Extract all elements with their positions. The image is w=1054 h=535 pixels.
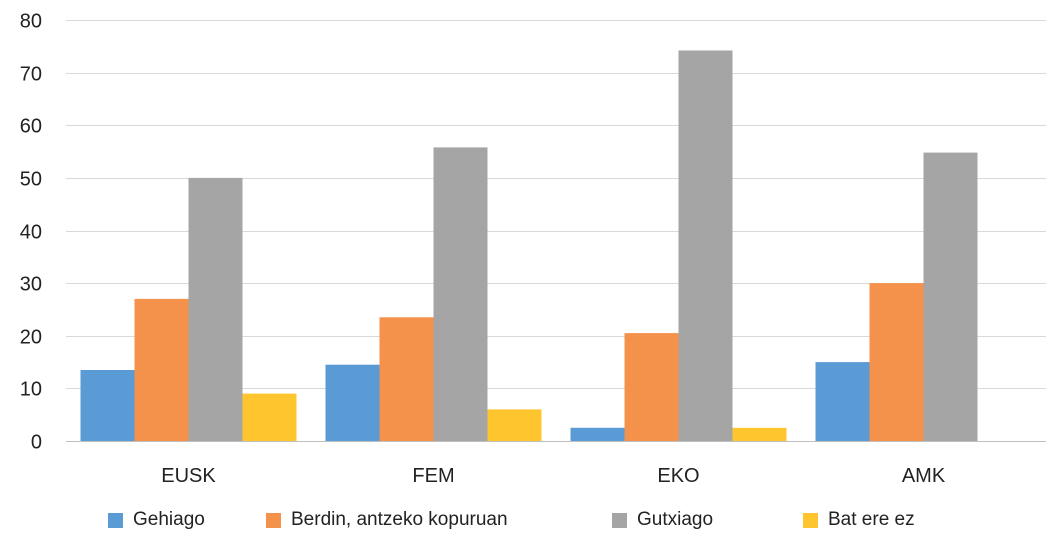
y-tick-label: 50 [20, 169, 42, 191]
legend-label-bat-ere-ez: Bat ere ez [828, 509, 915, 530]
legend: Gehiago Berdin, antzeko kopuruan Gutxiag… [0, 508, 1054, 532]
y-tick-label: 30 [20, 274, 42, 296]
y-tick-label: 20 [20, 327, 42, 349]
bar-fem-series-1 [379, 317, 434, 441]
bar-eko-series-0 [570, 427, 625, 441]
legend-item-berdin: Berdin, antzeko kopuruan [266, 508, 508, 532]
legend-swatch-berdin [266, 512, 281, 528]
bar-fem-series-0 [325, 364, 380, 441]
y-tick-label: 10 [20, 379, 42, 401]
bar-eko-series-3 [732, 427, 787, 441]
bar-amk-series-0 [815, 362, 870, 441]
bar-eusk-series-2 [188, 177, 243, 441]
bars [80, 50, 978, 441]
x-tick-label: EKO [657, 465, 699, 487]
legend-swatch-gutxiago [612, 512, 627, 528]
legend-label-gehiago: Gehiago [133, 509, 205, 530]
y-tick-label: 40 [20, 222, 42, 244]
legend-swatch-gehiago [108, 512, 123, 528]
bar-amk-series-2 [923, 152, 978, 441]
bar-eusk-series-1 [134, 298, 189, 441]
legend-item-bat-ere-ez: Bat ere ez [803, 508, 915, 532]
bar-fem-series-3 [487, 409, 542, 441]
bar-eko-series-2 [678, 50, 733, 441]
legend-swatch-bat-ere-ez [803, 512, 818, 528]
legend-label-gutxiago: Gutxiago [637, 509, 714, 530]
x-tick-label: EUSK [161, 465, 216, 487]
y-tick-label: 0 [31, 432, 42, 454]
x-tick-label: FEM [412, 465, 454, 487]
bar-amk-series-1 [869, 283, 924, 441]
legend-label-berdin: Berdin, antzeko kopuruan [291, 509, 508, 530]
bar-fem-series-2 [433, 147, 488, 441]
legend-item-gehiago: Gehiago [108, 508, 205, 532]
legend-item-gutxiago: Gutxiago [612, 508, 713, 532]
y-tick-label: 70 [20, 64, 42, 86]
y-axis-tick-labels: 0 10 20 30 40 50 60 70 80 [20, 11, 42, 454]
bar-eusk-series-0 [80, 370, 135, 441]
x-axis-tick-labels: EUSK FEM EKO AMK [161, 465, 946, 487]
y-tick-label: 80 [20, 11, 42, 33]
y-tick-label: 60 [20, 116, 42, 138]
bar-eko-series-1 [624, 333, 679, 441]
bar-eusk-series-3 [242, 393, 297, 441]
x-tick-label: AMK [902, 465, 946, 487]
